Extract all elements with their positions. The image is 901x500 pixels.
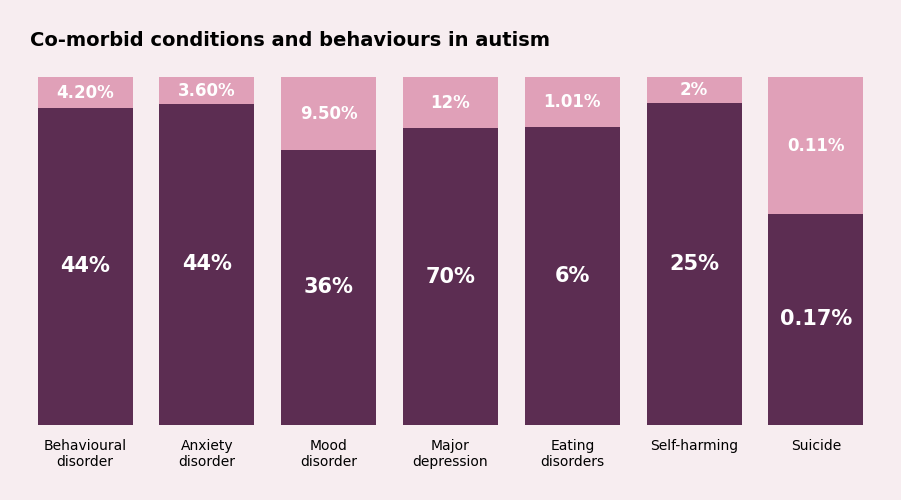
Text: 44%: 44% xyxy=(60,256,110,276)
Bar xyxy=(403,128,498,425)
Text: 44%: 44% xyxy=(182,254,232,274)
Text: Eating
disorders: Eating disorders xyxy=(541,439,605,469)
Bar xyxy=(524,128,620,425)
Text: 12%: 12% xyxy=(431,94,470,112)
Text: Mood
disorder: Mood disorder xyxy=(300,439,357,469)
Text: Behavioural
disorder: Behavioural disorder xyxy=(43,439,126,469)
Text: 25%: 25% xyxy=(669,254,719,274)
Text: 36%: 36% xyxy=(304,278,353,297)
Bar xyxy=(769,78,863,214)
Bar xyxy=(524,78,620,128)
Bar xyxy=(38,78,132,108)
Bar xyxy=(403,78,498,128)
Text: 3.60%: 3.60% xyxy=(178,82,236,100)
Bar xyxy=(159,104,254,425)
Bar xyxy=(769,214,863,425)
Text: 1.01%: 1.01% xyxy=(543,94,601,112)
Text: 0.11%: 0.11% xyxy=(787,136,845,154)
Bar xyxy=(647,78,742,103)
Bar xyxy=(159,78,254,104)
Bar xyxy=(647,103,742,425)
Text: 4.20%: 4.20% xyxy=(56,84,114,102)
Text: Anxiety
disorder: Anxiety disorder xyxy=(178,439,235,469)
Bar xyxy=(38,108,132,425)
Text: 70%: 70% xyxy=(425,266,476,286)
Text: Suicide: Suicide xyxy=(791,439,842,453)
Text: Co-morbid conditions and behaviours in autism: Co-morbid conditions and behaviours in a… xyxy=(31,30,551,50)
Text: Major
depression: Major depression xyxy=(413,439,488,469)
Text: Self-harming: Self-harming xyxy=(651,439,738,453)
Bar xyxy=(281,150,377,425)
Text: 6%: 6% xyxy=(555,266,590,286)
Text: 0.17%: 0.17% xyxy=(780,310,852,330)
Text: 9.50%: 9.50% xyxy=(300,104,358,122)
Bar xyxy=(281,78,377,150)
Text: 2%: 2% xyxy=(680,82,708,100)
